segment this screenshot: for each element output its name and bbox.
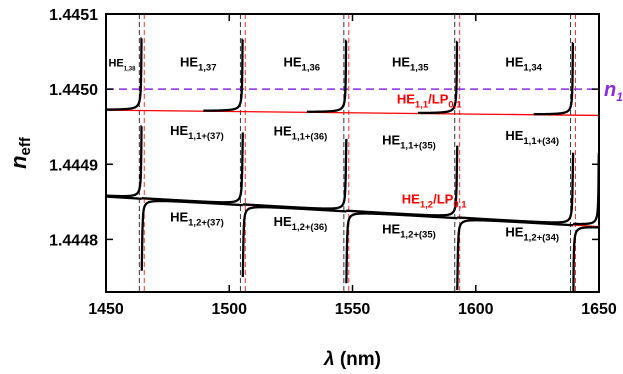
mode-label: HE1,2+(37) (170, 209, 224, 228)
mode-label: HE1,2+(34) (505, 224, 559, 243)
mode-label: HE1,1+(37) (170, 123, 224, 142)
curve-low-3 (241, 206, 347, 277)
fundamental-label: HE1,2/LP0,1 (402, 191, 467, 210)
curve-top-5 (533, 42, 575, 116)
y-tick-label: 1.4451 (49, 7, 98, 24)
mode-label: HE1,36 (283, 55, 320, 74)
y-tick-label: 1.4448 (49, 232, 98, 249)
mode-label: HE1,34 (505, 55, 542, 74)
y-tick-label: 1.4450 (49, 82, 98, 99)
x-tick-label: 1600 (458, 301, 494, 318)
y-tick-label: 1.4449 (49, 157, 98, 174)
x-tick-label: 1550 (335, 301, 371, 318)
plot-frame (106, 14, 599, 292)
mode-label: HE1,37 (180, 55, 217, 74)
mode-label: HE1,35 (392, 55, 429, 74)
mode-label: HE1,1+(36) (274, 124, 328, 143)
curve-mid-2 (141, 132, 244, 204)
y-axis-title: neff (6, 136, 34, 169)
x-axis-title: λ (nm) (323, 349, 381, 370)
x-tick-label: 1500 (211, 301, 247, 318)
mode-label: HE1,1+(34) (505, 128, 559, 147)
curve-top-2 (203, 38, 244, 112)
fundamental-line-1 (106, 109, 599, 117)
curve-low-6 (572, 226, 599, 292)
curve-mid-3 (242, 138, 348, 210)
curve-top-1 (106, 37, 143, 111)
mode-label: HE1,38 (108, 58, 136, 73)
x-tick-label: 1650 (581, 301, 617, 318)
reference-label: n1 (604, 79, 623, 104)
mode-label: HE1,2+(35) (382, 221, 436, 240)
curve-mid-6 (573, 153, 599, 226)
fundamental-label: HE1,1/LP0,1 (397, 91, 462, 110)
curve-low-4 (345, 212, 458, 284)
mode-label: HE1,1+(35) (382, 133, 436, 152)
curve-low-2 (140, 199, 243, 271)
curve-low-5 (456, 219, 574, 291)
mode-label: HE1,2+(36) (274, 214, 328, 233)
curve-top-3 (306, 39, 348, 113)
x-tick-label: 1450 (88, 301, 124, 318)
curve-low-1 (106, 195, 142, 200)
curve-top-4 (417, 40, 459, 115)
